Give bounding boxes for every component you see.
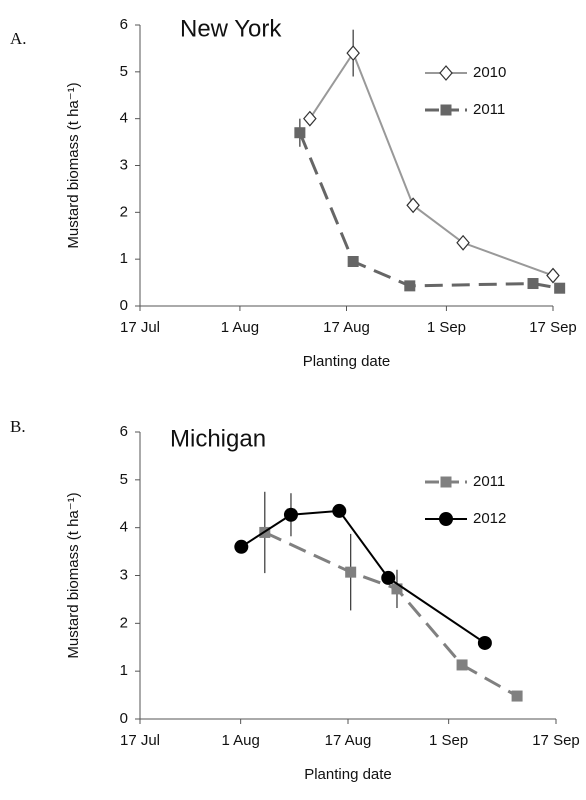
x-tick-label: 17 Sep bbox=[529, 319, 577, 336]
x-axis-label: Planting date bbox=[303, 353, 391, 370]
y-tick-label: 6 bbox=[120, 16, 128, 33]
marker bbox=[527, 278, 539, 290]
marker bbox=[456, 659, 468, 671]
x-tick-label: 17 Jul bbox=[120, 732, 160, 749]
legend-marker bbox=[439, 512, 453, 526]
series-line bbox=[298, 132, 560, 290]
marker bbox=[404, 280, 416, 292]
x-tick-label: 1 Sep bbox=[429, 732, 468, 749]
panel-label: B. bbox=[10, 417, 26, 436]
y-tick-label: 3 bbox=[120, 156, 128, 173]
legend-label: 2011 bbox=[473, 101, 505, 118]
legend-marker bbox=[440, 476, 452, 488]
y-tick-label: 3 bbox=[120, 566, 128, 583]
chart-title: Michigan bbox=[170, 425, 266, 452]
marker bbox=[554, 282, 566, 294]
y-axis-label: Mustard biomass (t ha⁻¹) bbox=[65, 492, 82, 658]
y-tick-label: 4 bbox=[120, 519, 128, 536]
marker bbox=[406, 197, 420, 214]
legend-label: 2012 bbox=[473, 510, 506, 527]
series-line bbox=[264, 531, 518, 698]
x-tick-label: 17 Jul bbox=[120, 319, 160, 336]
y-tick-label: 0 bbox=[120, 297, 128, 314]
marker bbox=[303, 110, 317, 127]
y-tick-label: 6 bbox=[120, 423, 128, 440]
marker bbox=[332, 503, 347, 518]
x-axis-label: Planting date bbox=[304, 766, 392, 783]
y-tick-label: 5 bbox=[120, 63, 128, 80]
chart-title: New York bbox=[180, 15, 282, 42]
marker bbox=[345, 566, 357, 578]
marker bbox=[391, 583, 403, 595]
y-tick-label: 1 bbox=[120, 250, 128, 267]
marker bbox=[234, 539, 249, 554]
legend-marker bbox=[440, 104, 452, 116]
series-line bbox=[240, 509, 486, 644]
marker bbox=[347, 256, 359, 268]
y-tick-label: 2 bbox=[120, 614, 128, 631]
y-tick-label: 4 bbox=[120, 110, 128, 127]
y-tick-label: 5 bbox=[120, 471, 128, 488]
y-axis-label: Mustard biomass (t ha⁻¹) bbox=[65, 82, 82, 248]
legend-label: 2011 bbox=[473, 473, 505, 490]
x-tick-label: 1 Aug bbox=[221, 319, 259, 336]
marker bbox=[346, 45, 360, 62]
marker bbox=[456, 234, 470, 251]
x-tick-label: 1 Aug bbox=[221, 732, 259, 749]
marker bbox=[511, 690, 523, 702]
marker bbox=[381, 570, 396, 585]
legend-label: 2010 bbox=[473, 64, 506, 81]
x-tick-label: 17 Aug bbox=[325, 732, 372, 749]
y-tick-label: 2 bbox=[120, 203, 128, 220]
x-tick-label: 17 Sep bbox=[532, 732, 580, 749]
marker bbox=[294, 127, 306, 139]
y-tick-label: 0 bbox=[120, 710, 128, 727]
marker bbox=[546, 267, 560, 284]
legend-marker bbox=[439, 65, 453, 81]
x-tick-label: 17 Aug bbox=[323, 319, 370, 336]
marker bbox=[283, 507, 298, 522]
panel-label: A. bbox=[10, 29, 27, 48]
x-tick-label: 1 Sep bbox=[427, 319, 466, 336]
marker bbox=[477, 635, 492, 650]
y-tick-label: 1 bbox=[120, 662, 128, 679]
